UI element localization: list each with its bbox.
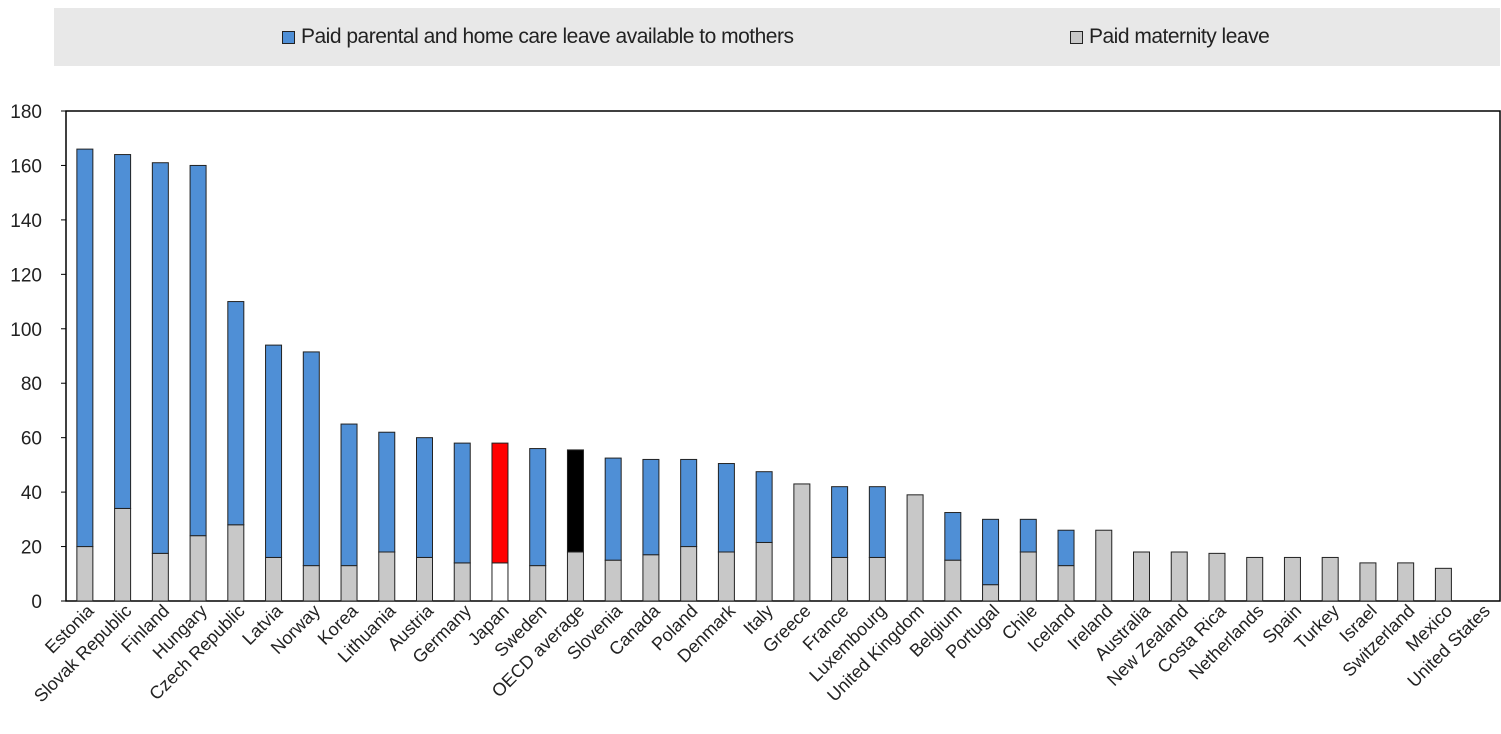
y-tick-label: 180 xyxy=(10,102,42,123)
y-tick-label: 120 xyxy=(10,265,42,286)
bar-maternity-canada xyxy=(642,554,660,602)
bar-maternity-mexico xyxy=(1434,567,1452,602)
bar-maternity-finland xyxy=(151,552,169,602)
bar-parental-slovenia xyxy=(604,457,622,561)
bar-maternity-poland xyxy=(680,546,698,602)
bar-maternity-estonia xyxy=(76,546,94,602)
bar-parental-denmark xyxy=(717,463,735,553)
bar-maternity-netherlands xyxy=(1246,556,1264,602)
y-tick-label: 140 xyxy=(10,211,42,232)
bar-maternity-switzerland xyxy=(1397,562,1415,602)
bar-parental-oecd-average xyxy=(566,449,584,553)
bar-maternity-oecd-average xyxy=(566,551,584,602)
bar-maternity-greece xyxy=(793,483,811,602)
bar-maternity-israel xyxy=(1359,562,1377,602)
bar-parental-belgium xyxy=(944,512,962,561)
bar-parental-chile xyxy=(1019,518,1037,553)
bar-parental-iceland xyxy=(1057,529,1075,567)
y-tick-label: 40 xyxy=(21,483,42,504)
legend-label-parental: Paid parental and home care leave availa… xyxy=(301,25,794,48)
y-tick-label: 80 xyxy=(21,374,42,395)
bar-parental-portugal xyxy=(982,518,1000,586)
bar-parental-canada xyxy=(642,458,660,556)
legend-item-maternity: Paid maternity leave xyxy=(1070,25,1270,49)
bar-maternity-lithuania xyxy=(378,551,396,602)
bar-parental-norway xyxy=(302,351,320,567)
bar-parental-france xyxy=(831,486,849,558)
bar-maternity-chile xyxy=(1019,551,1037,602)
bar-parental-poland xyxy=(680,458,698,548)
bar-maternity-czech-republic xyxy=(227,524,245,602)
bar-maternity-korea xyxy=(340,565,358,602)
y-tick-label: 160 xyxy=(10,156,42,177)
legend: Paid parental and home care leave availa… xyxy=(54,8,1500,66)
bar-maternity-new-zealand xyxy=(1170,551,1188,602)
legend-item-parental: Paid parental and home care leave availa… xyxy=(282,25,794,49)
bar-maternity-spain xyxy=(1283,556,1301,602)
bar-parental-hungary xyxy=(189,164,207,537)
bar-maternity-denmark xyxy=(717,551,735,602)
bar-parental-sweden xyxy=(529,448,547,567)
legend-swatch-parental xyxy=(282,30,295,44)
bar-parental-italy xyxy=(755,471,773,543)
y-tick-label: 100 xyxy=(10,320,42,341)
bar-maternity-united-kingdom xyxy=(906,494,924,602)
bar-parental-austria xyxy=(416,437,433,558)
bar-parental-estonia xyxy=(76,148,94,548)
bar-parental-germany xyxy=(453,442,471,564)
bar-maternity-italy xyxy=(755,541,773,602)
bar-maternity-norway xyxy=(302,565,320,602)
y-tick-label: 20 xyxy=(21,538,42,559)
bar-parental-korea xyxy=(340,423,358,567)
bar-maternity-sweden xyxy=(529,565,547,602)
bar-maternity-hungary xyxy=(189,535,207,602)
bar-maternity-portugal xyxy=(982,584,1000,602)
bar-maternity-australia xyxy=(1133,551,1150,602)
bar-maternity-latvia xyxy=(265,556,283,602)
bar-parental-slovak-republic xyxy=(114,154,132,509)
bar-maternity-turkey xyxy=(1321,556,1339,602)
bar-maternity-belgium xyxy=(944,559,962,602)
bar-parental-lithuania xyxy=(378,431,396,553)
bar-maternity-austria xyxy=(416,556,433,602)
bar-maternity-luxembourg xyxy=(868,556,886,602)
bar-parental-czech-republic xyxy=(227,301,245,526)
bar-maternity-costa-rica xyxy=(1208,552,1226,602)
bar-maternity-slovenia xyxy=(604,559,622,602)
bar-parental-finland xyxy=(151,162,169,554)
legend-label-maternity: Paid maternity leave xyxy=(1089,25,1270,48)
bar-maternity-germany xyxy=(453,562,471,602)
bar-parental-japan xyxy=(491,442,509,564)
plot-frame xyxy=(65,110,1501,602)
y-tick-label: 60 xyxy=(21,429,42,450)
bar-maternity-slovak-republic xyxy=(114,507,132,602)
bar-maternity-france xyxy=(831,556,849,602)
legend-swatch-maternity xyxy=(1070,30,1083,44)
y-tick-label: 0 xyxy=(31,592,42,613)
bar-parental-latvia xyxy=(265,344,283,558)
bar-parental-luxembourg xyxy=(868,486,886,558)
bar-maternity-iceland xyxy=(1057,565,1075,602)
bar-maternity-japan xyxy=(491,562,509,602)
bar-maternity-ireland xyxy=(1095,529,1113,602)
